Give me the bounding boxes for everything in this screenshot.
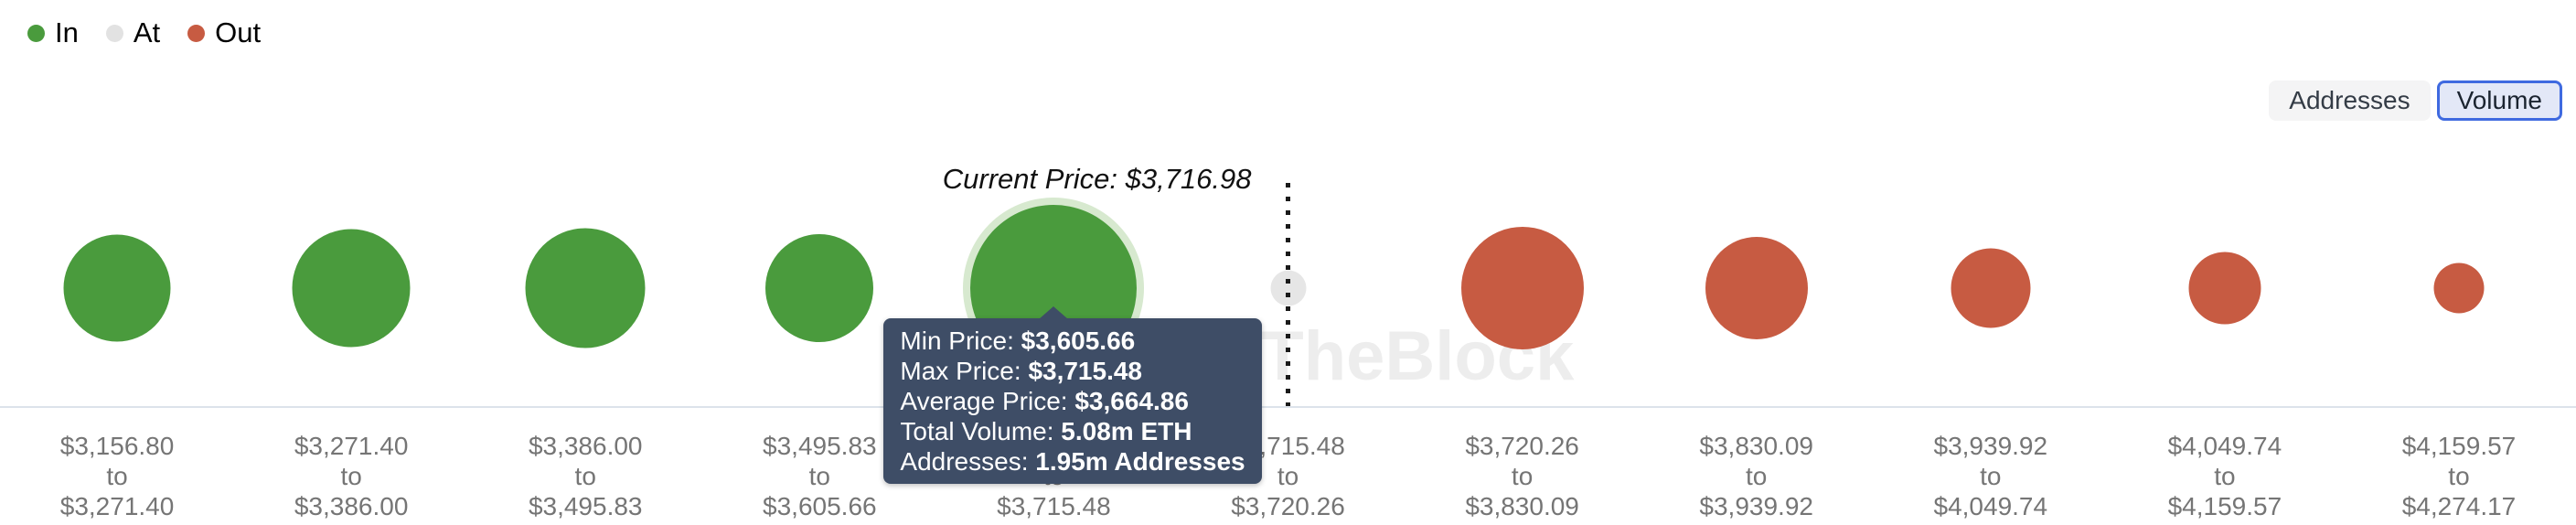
- bubble-in[interactable]: [525, 228, 646, 348]
- tooltip-arrow: [1039, 306, 1069, 319]
- price-range-label-line: $3,605.66: [763, 492, 877, 520]
- bubble-in[interactable]: [765, 234, 874, 342]
- price-range-label: $3,495.83 to $3,605.66: [702, 431, 936, 521]
- price-range-label: $4,159.57 to $4,274.17: [2342, 431, 2576, 521]
- price-range-label-line: $3,939.92: [1699, 492, 1813, 520]
- price-range-label-line: $3,271.40: [59, 492, 175, 520]
- tooltip-row: Average Price: $3,664.86: [900, 386, 1245, 416]
- bubble-out[interactable]: [2433, 262, 2485, 314]
- price-range-label-line: $4,049.74: [1933, 492, 2048, 520]
- legend-dot-at: [105, 24, 123, 42]
- tooltip-row: Total Volume: 5.08m ETH: [900, 416, 1245, 446]
- price-range-label-line: to: [2214, 462, 2236, 490]
- tooltip-row: Max Price: $3,715.48: [900, 356, 1245, 386]
- price-range-label-line: $3,156.80: [59, 432, 175, 460]
- price-range-label-line: $3,386.00: [528, 432, 643, 460]
- price-range-label-line: to: [808, 462, 830, 490]
- price-range-label-line: $4,159.57: [2401, 432, 2517, 460]
- price-range-label-line: $3,830.09: [1699, 432, 1813, 460]
- price-range-label-line: $4,049.74: [2167, 432, 2282, 460]
- legend-label: Out: [215, 16, 262, 48]
- legend-item-out[interactable]: Out: [187, 16, 261, 49]
- current-price-dotted-line: [1286, 183, 1290, 406]
- price-range-label-line: to: [1746, 462, 1768, 490]
- bubble-in[interactable]: [292, 229, 411, 348]
- chart-legend: In At Out: [27, 16, 261, 49]
- tooltip-row-value: $3,605.66: [1021, 327, 1136, 355]
- tooltip-row-label: Average Price:: [900, 387, 1075, 415]
- price-range-label: $3,720.26 to $3,830.09: [1406, 431, 1640, 521]
- price-range-label-line: $3,830.09: [1465, 492, 1579, 520]
- price-range-label-line: to: [1511, 462, 1534, 490]
- price-range-label-line: to: [2448, 462, 2470, 490]
- tooltip-row-value: $3,664.86: [1074, 387, 1189, 415]
- price-range-label: $4,049.74 to $4,159.57: [2108, 431, 2342, 521]
- price-range-label-line: $3,715.48: [997, 492, 1111, 520]
- price-range-label-line: $4,159.57: [2167, 492, 2282, 520]
- tooltip-row-label: Max Price:: [900, 357, 1029, 385]
- chart-column: $3,830.09 to $3,939.92: [1640, 0, 1874, 525]
- price-range-label-line: $3,271.40: [294, 432, 409, 460]
- price-range-label-line: $3,386.00: [294, 492, 409, 520]
- tooltip-row-label: Addresses:: [900, 447, 1036, 476]
- price-range-label-line: to: [1980, 462, 2002, 490]
- legend-item-in[interactable]: In: [27, 16, 79, 49]
- legend-label: In: [55, 16, 79, 48]
- price-range-label: $3,386.00 to $3,495.83: [468, 431, 702, 521]
- chart-column: $3,156.80 to $3,271.40: [0, 0, 234, 525]
- legend-dot-in: [27, 24, 45, 42]
- price-range-label: $3,271.40 to $3,386.00: [234, 431, 468, 521]
- tooltip-row-label: Min Price:: [900, 327, 1021, 355]
- tooltip: Min Price: $3,605.66 Max Price: $3,715.48…: [883, 306, 1262, 484]
- chart-column: $3,720.26 to $3,830.09: [1406, 0, 1640, 525]
- price-range-label-line: to: [574, 462, 596, 490]
- view-toggle-group: Addresses Volume: [2269, 80, 2562, 121]
- volume-toggle-button[interactable]: Volume: [2436, 80, 2562, 121]
- price-range-label-line: $3,495.83: [763, 432, 877, 460]
- bubble-out[interactable]: [1460, 227, 1584, 349]
- tooltip-row: Addresses: 1.95m Addresses: [900, 446, 1245, 477]
- legend-item-at[interactable]: At: [105, 16, 161, 49]
- price-range-label-line: to: [340, 462, 362, 490]
- price-range-label-line: $3,939.92: [1933, 432, 2048, 460]
- price-range-label: $3,156.80 to $3,271.40: [0, 431, 234, 521]
- current-price-label: Current Price: $3,716.98: [942, 163, 1252, 195]
- bubble-out[interactable]: [1705, 237, 1808, 339]
- price-range-label: $3,830.09 to $3,939.92: [1640, 431, 1874, 521]
- price-range-label-line: $3,720.26: [1231, 492, 1345, 520]
- chart-column: $3,495.83 to $3,605.66: [702, 0, 936, 525]
- price-range-label: $3,939.92 to $4,049.74: [1874, 431, 2108, 521]
- tooltip-row-label: Total Volume:: [900, 417, 1062, 445]
- bubble-out[interactable]: [1951, 248, 2031, 328]
- legend-label: At: [133, 16, 161, 48]
- chart-column: $3,271.40 to $3,386.00: [234, 0, 468, 525]
- tooltip-row-value: 1.95m Addresses: [1035, 447, 1245, 476]
- tooltip-row: Min Price: $3,605.66: [900, 326, 1245, 356]
- chart-column: $4,049.74 to $4,159.57: [2108, 0, 2342, 525]
- tooltip-row-value: $3,715.48: [1028, 357, 1143, 385]
- chart-column: $4,159.57 to $4,274.17: [2342, 0, 2576, 525]
- bubble-out[interactable]: [2188, 252, 2261, 325]
- price-range-label-line: to: [1277, 462, 1299, 490]
- price-range-label-line: $3,720.26: [1465, 432, 1579, 460]
- price-range-label-line: $3,495.83: [528, 492, 643, 520]
- bubble-in[interactable]: [63, 234, 171, 342]
- addresses-toggle-button[interactable]: Addresses: [2269, 80, 2431, 121]
- price-range-label-line: $4,274.17: [2401, 492, 2517, 520]
- chart-column: $3,939.92 to $4,049.74: [1874, 0, 2108, 525]
- price-range-label-line: to: [106, 462, 128, 490]
- tooltip-row-value: 5.08m ETH: [1061, 417, 1192, 445]
- x-axis-line: [0, 406, 2576, 408]
- chart-column: $3,386.00 to $3,495.83: [468, 0, 702, 525]
- legend-dot-out: [187, 24, 206, 42]
